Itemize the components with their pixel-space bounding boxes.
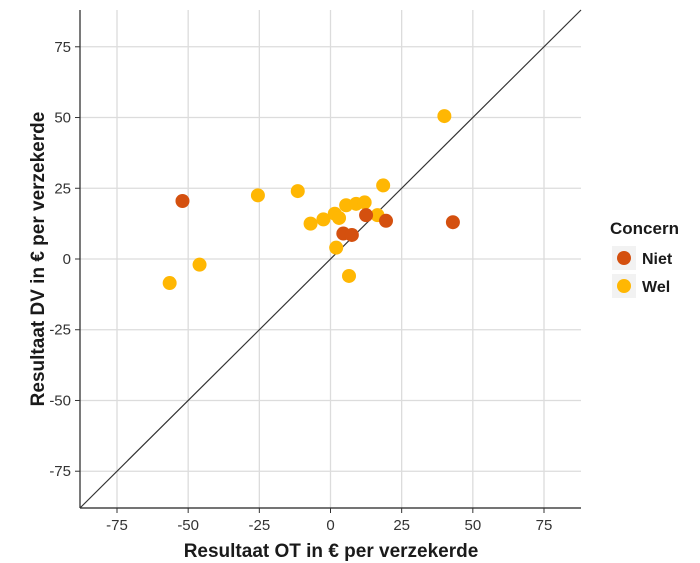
data-points: [162, 109, 460, 291]
y-tick-label: -25: [49, 322, 71, 339]
y-tick-label: -75: [49, 463, 71, 480]
x-tick-label: 25: [393, 517, 410, 534]
data-point-niet: [359, 208, 374, 223]
data-point-wel: [376, 178, 391, 193]
data-point-niet: [175, 193, 190, 208]
data-point-wel: [329, 240, 344, 255]
data-point-wel: [162, 276, 177, 291]
data-point-niet: [379, 213, 394, 228]
x-tick-label: -25: [248, 517, 270, 534]
legend-label-niet: Niet: [642, 251, 673, 268]
data-point-wel: [303, 216, 318, 231]
y-axis-title: Resultaat DV in € per verzekerde: [28, 112, 49, 407]
x-tick-label: 50: [464, 517, 481, 534]
legend-title: Concern: [610, 219, 679, 238]
legend-key-wel: [617, 279, 631, 293]
legend-label-wel: Wel: [642, 279, 670, 296]
data-point-wel: [357, 195, 372, 210]
data-point-wel: [192, 257, 207, 272]
y-tick-label: 50: [54, 110, 71, 127]
grid-lines: [80, 10, 581, 508]
x-tick-label: 0: [326, 517, 334, 534]
data-point-wel: [342, 268, 357, 283]
y-tick-label: 25: [54, 180, 71, 197]
identity-reference-line: [79, 9, 582, 509]
y-tick-label: 75: [54, 39, 71, 56]
data-point-niet: [445, 215, 460, 230]
data-point-wel: [437, 109, 452, 124]
data-point-wel: [290, 184, 305, 199]
legend: Concern Niet Wel: [610, 219, 679, 298]
data-point-wel: [332, 210, 347, 225]
x-axis-title: Resultaat OT in € per verzekerde: [184, 541, 479, 562]
y-equals-x-line: [79, 9, 582, 509]
y-tick-label: 0: [63, 251, 71, 268]
x-tick-label: 75: [536, 517, 553, 534]
x-tick-label: -75: [106, 517, 128, 534]
legend-entries: Niet Wel: [612, 246, 673, 298]
x-tick-label: -50: [177, 517, 199, 534]
data-point-niet: [344, 227, 359, 242]
data-point-wel: [250, 188, 265, 203]
legend-key-niet: [617, 251, 631, 265]
y-tick-label: -50: [49, 392, 71, 409]
ticks: -75 -50 -25 0 25 50 75 -75 -50 -25 0 25 50 75: [49, 39, 552, 534]
data-point-wel: [316, 212, 331, 227]
